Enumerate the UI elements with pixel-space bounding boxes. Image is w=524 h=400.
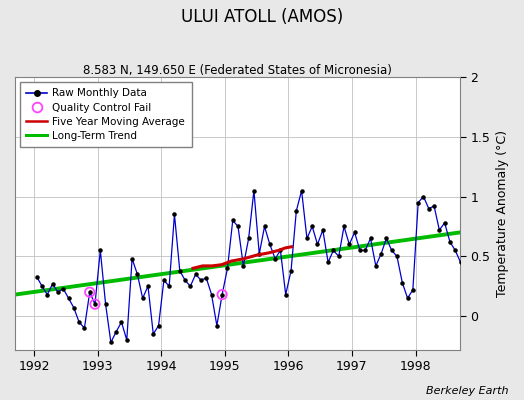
Point xyxy=(308,223,316,230)
Point xyxy=(59,286,68,292)
Point xyxy=(319,227,327,233)
Point xyxy=(70,304,78,311)
Point xyxy=(223,265,232,272)
Point xyxy=(32,274,41,280)
Point xyxy=(218,291,226,298)
Point xyxy=(38,283,46,290)
Point xyxy=(155,322,163,329)
Point xyxy=(245,235,253,242)
Point xyxy=(64,295,73,301)
Point xyxy=(133,271,141,278)
Point xyxy=(467,298,475,305)
Point xyxy=(149,331,158,337)
Point xyxy=(218,291,226,298)
Point xyxy=(446,239,454,245)
Y-axis label: Temperature Anomaly (°C): Temperature Anomaly (°C) xyxy=(496,130,509,297)
Point xyxy=(112,328,121,335)
Point xyxy=(165,283,173,290)
Point xyxy=(377,251,385,257)
Point xyxy=(266,241,274,248)
Point xyxy=(393,253,401,260)
Point xyxy=(85,289,94,295)
Point xyxy=(345,241,354,248)
Point xyxy=(102,301,110,307)
Point xyxy=(414,199,422,206)
Legend: Raw Monthly Data, Quality Control Fail, Five Year Moving Average, Long-Term Tren: Raw Monthly Data, Quality Control Fail, … xyxy=(20,82,191,147)
Point xyxy=(287,268,295,274)
Point xyxy=(239,263,247,269)
Point xyxy=(435,227,443,233)
Point xyxy=(255,251,264,257)
Point xyxy=(334,253,343,260)
Point xyxy=(351,229,359,236)
Point xyxy=(213,322,221,329)
Point xyxy=(462,289,470,295)
Point xyxy=(451,247,460,254)
Point xyxy=(117,319,126,325)
Point xyxy=(202,275,211,281)
Point xyxy=(366,235,375,242)
Point xyxy=(430,203,438,209)
Point xyxy=(170,211,179,218)
Point xyxy=(91,301,99,307)
Point xyxy=(372,263,380,269)
Point xyxy=(54,289,62,295)
Point xyxy=(43,291,51,298)
Point xyxy=(303,235,311,242)
Point xyxy=(472,259,481,266)
Point xyxy=(234,223,242,230)
Point xyxy=(123,337,131,343)
Point xyxy=(138,295,147,301)
Point xyxy=(387,247,396,254)
Point xyxy=(409,287,417,293)
Point xyxy=(340,223,348,230)
Point xyxy=(313,241,322,248)
Point xyxy=(324,259,332,266)
Point xyxy=(107,339,115,346)
Point xyxy=(281,291,290,298)
Point xyxy=(181,277,189,284)
Point xyxy=(160,277,168,284)
Point xyxy=(271,256,279,262)
Point xyxy=(228,217,237,224)
Point xyxy=(186,283,194,290)
Point xyxy=(329,247,337,254)
Point xyxy=(176,268,184,274)
Point xyxy=(48,281,57,287)
Point xyxy=(456,259,465,266)
Point xyxy=(80,325,89,331)
Point xyxy=(441,220,449,226)
Point xyxy=(144,283,152,290)
Point xyxy=(403,295,412,301)
Text: ULUI ATOLL (AMOS): ULUI ATOLL (AMOS) xyxy=(181,8,343,26)
Point xyxy=(197,277,205,284)
Point xyxy=(85,289,94,295)
Point xyxy=(356,247,364,254)
Point xyxy=(382,235,390,242)
Point xyxy=(260,223,269,230)
Point xyxy=(419,193,428,200)
Point xyxy=(208,291,216,298)
Point xyxy=(276,247,285,254)
Point xyxy=(398,280,407,286)
Point xyxy=(361,247,369,254)
Point xyxy=(298,187,306,194)
Point xyxy=(424,205,433,212)
Point xyxy=(250,187,258,194)
Text: Berkeley Earth: Berkeley Earth xyxy=(426,386,508,396)
Point xyxy=(292,208,300,214)
Point xyxy=(96,247,104,254)
Point xyxy=(91,301,99,307)
Point xyxy=(128,256,136,262)
Point xyxy=(191,271,200,278)
Point xyxy=(75,319,83,325)
Title: 8.583 N, 149.650 E (Federated States of Micronesia): 8.583 N, 149.650 E (Federated States of … xyxy=(83,64,392,77)
